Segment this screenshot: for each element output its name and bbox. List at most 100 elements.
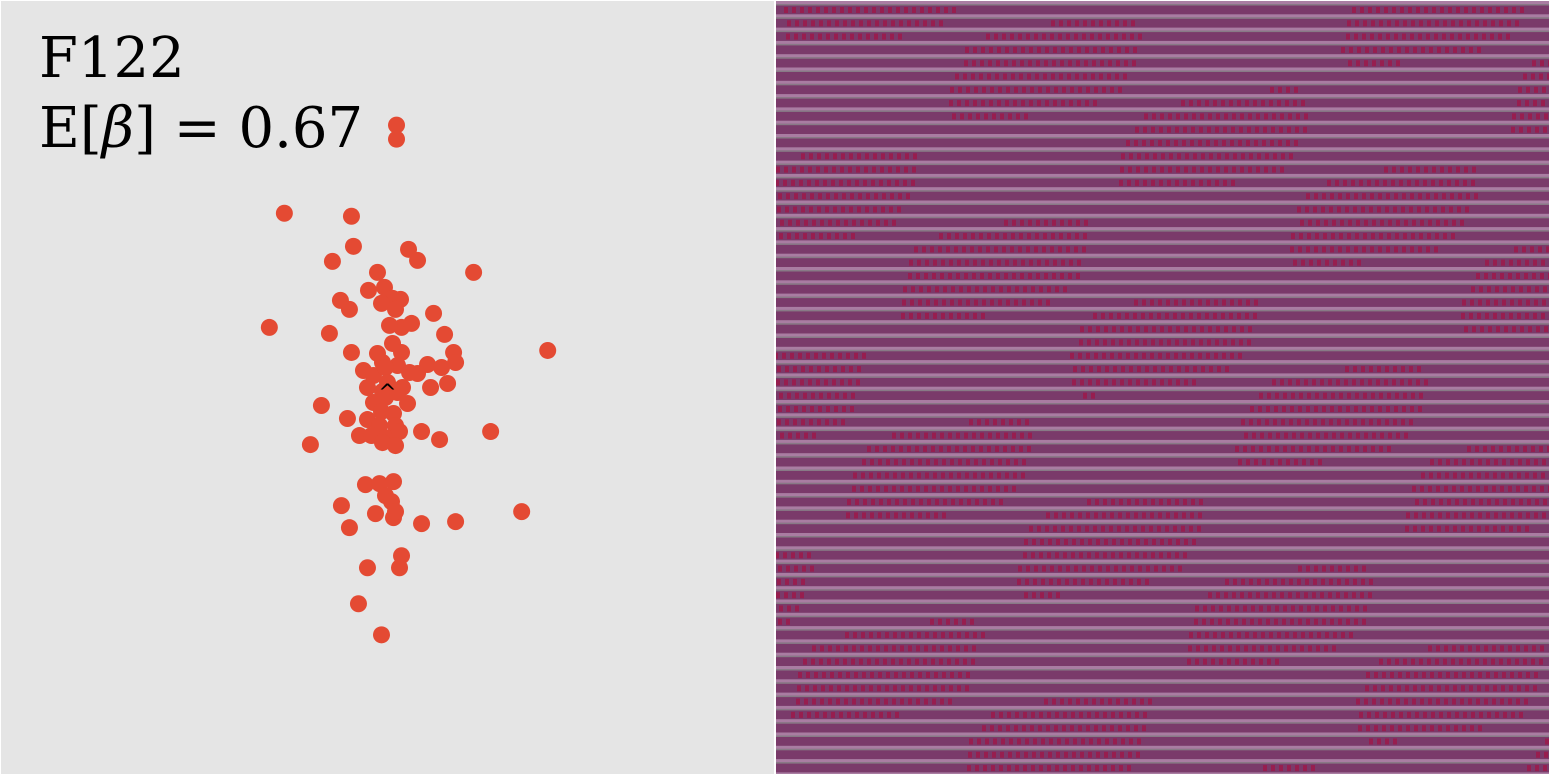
texture-dot	[1170, 565, 1174, 572]
texture-dot	[800, 7, 804, 13]
texture-dot	[1127, 552, 1131, 559]
texture-dot	[910, 672, 914, 678]
texture-highlight	[776, 496, 1549, 498]
scatter-point	[373, 434, 391, 452]
texture-dot	[966, 672, 970, 678]
texture-dot	[1377, 419, 1381, 426]
texture-dot	[1070, 352, 1074, 359]
texture-dot	[1080, 539, 1084, 545]
texture-dot	[1068, 698, 1072, 705]
texture-dot	[1095, 765, 1099, 772]
texture-dot	[963, 73, 967, 80]
texture-dot	[786, 565, 790, 572]
texture-dot	[854, 512, 858, 519]
texture-dot	[824, 7, 828, 13]
texture-dot	[1525, 472, 1529, 479]
texture-dot	[930, 246, 934, 253]
texture-highlight	[776, 615, 1549, 618]
texture-dot	[1005, 259, 1009, 266]
texture-dot	[1142, 299, 1146, 306]
texture-dot	[1509, 259, 1513, 266]
scatter-point	[358, 559, 376, 577]
texture-dot	[1446, 725, 1450, 732]
texture-highlight	[776, 150, 1549, 152]
texture-dot	[1224, 166, 1228, 173]
texture-dot	[1246, 140, 1250, 146]
texture-dot	[1053, 100, 1057, 107]
texture-dot	[1372, 219, 1376, 226]
texture-dot	[1423, 711, 1427, 718]
texture-dot	[1000, 751, 1004, 758]
texture-dot	[1159, 179, 1163, 186]
texture-dot	[832, 166, 836, 173]
texture-dot	[866, 33, 870, 40]
texture-dot	[1401, 366, 1405, 373]
texture-dot	[998, 299, 1002, 306]
texture-dot	[1059, 73, 1063, 80]
texture-dot	[1014, 86, 1018, 93]
texture-dot	[815, 711, 819, 718]
texture-dot	[908, 645, 912, 652]
texture-dot	[1437, 525, 1441, 532]
texture-dot	[908, 485, 912, 492]
texture-dot	[1251, 605, 1255, 612]
texture-dot	[1452, 698, 1456, 705]
texture-dot	[1492, 698, 1496, 705]
texture-dot	[1518, 86, 1522, 93]
texture-dot	[1485, 685, 1489, 692]
texture-dot	[1046, 86, 1050, 93]
texture-dot	[776, 352, 778, 359]
texture-dot	[1081, 738, 1085, 745]
texture-dot	[1058, 565, 1062, 572]
texture-dot	[1197, 525, 1201, 532]
texture-dot	[1470, 672, 1474, 678]
texture-dot	[846, 352, 850, 359]
texture-dot	[1161, 366, 1165, 373]
texture-dot	[1042, 565, 1046, 572]
texture-dot	[883, 20, 887, 27]
texture-dot	[1003, 233, 1007, 240]
texture-dot	[1471, 286, 1475, 293]
scatter-point	[340, 300, 358, 318]
texture-dot	[1239, 126, 1243, 133]
texture-dot	[1255, 126, 1259, 133]
texture-dot	[827, 20, 831, 27]
texture-dot	[1248, 113, 1252, 120]
texture-dot	[1135, 179, 1139, 186]
texture-dot	[1072, 751, 1076, 758]
texture-dot	[1079, 765, 1083, 772]
texture-dot	[1371, 445, 1375, 452]
texture-dot	[1190, 140, 1194, 146]
texture-dot	[1307, 233, 1311, 240]
texture-dot	[1456, 166, 1460, 173]
texture-dot	[1004, 60, 1008, 67]
texture-dot	[1448, 7, 1452, 13]
texture-dot	[922, 246, 926, 253]
texture-highlight	[776, 735, 1549, 737]
texture-highlight	[776, 589, 1549, 591]
texture-dot	[1533, 259, 1537, 266]
texture-dot	[1268, 432, 1272, 439]
texture-dot	[1453, 46, 1457, 53]
texture-dot	[996, 485, 1000, 492]
texture-dot	[1246, 299, 1250, 306]
scatter-point	[425, 304, 443, 322]
texture-dot	[1237, 312, 1241, 319]
texture-dot	[982, 86, 986, 93]
texture-dot	[1206, 140, 1210, 146]
texture-dot	[1253, 312, 1257, 319]
texture-dot	[1056, 539, 1060, 545]
texture-dot	[1134, 725, 1138, 732]
texture-dot	[1306, 193, 1310, 200]
texture-dot	[1307, 392, 1311, 399]
texture-dot	[965, 312, 969, 319]
texture-dot	[1304, 113, 1308, 120]
texture-dot	[1413, 525, 1417, 532]
texture-dot	[1288, 113, 1292, 120]
texture-dot	[1503, 711, 1507, 718]
texture-dot	[1377, 366, 1381, 373]
texture-dot	[1191, 126, 1195, 133]
texture-dot	[924, 485, 928, 492]
texture-dot	[1020, 432, 1024, 439]
texture-stripe	[776, 772, 1549, 774]
